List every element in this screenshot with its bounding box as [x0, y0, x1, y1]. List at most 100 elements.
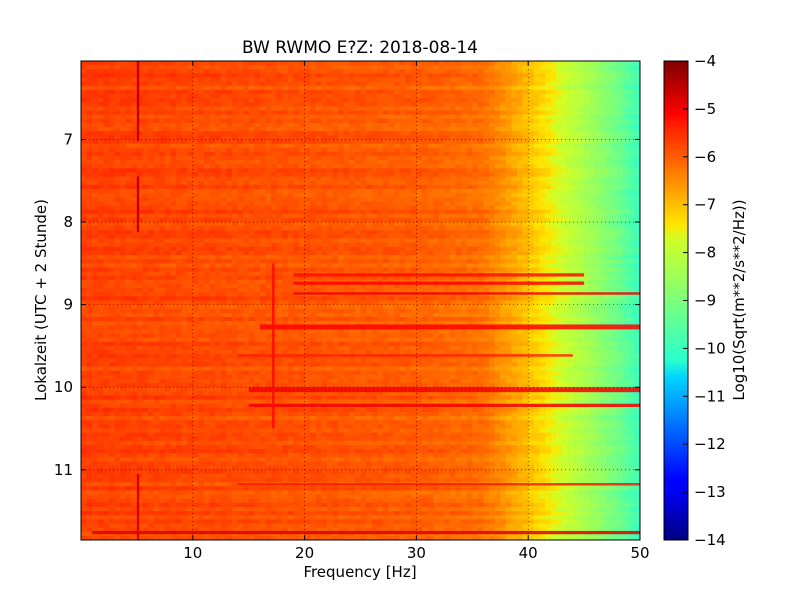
- heatmap-cell: [600, 69, 608, 74]
- heatmap-cell: [421, 160, 429, 165]
- heatmap-cell: [433, 184, 440, 190]
- heatmap-cell: [181, 69, 188, 74]
- heatmap-cell: [612, 205, 619, 211]
- heatmap-cell: [511, 61, 518, 66]
- heatmap-cell: [461, 155, 468, 161]
- heatmap-cell: [243, 110, 250, 116]
- heatmap-cell: [589, 234, 596, 240]
- heatmap-cell: [310, 143, 317, 149]
- heatmap-cell: [623, 143, 630, 149]
- heatmap-cell: [287, 61, 295, 66]
- heatmap-cell: [349, 238, 356, 244]
- heatmap-cell: [567, 250, 574, 256]
- heatmap-cell: [338, 81, 345, 87]
- heatmap-cell: [310, 168, 317, 174]
- heatmap-cell: [299, 180, 306, 186]
- heatmap-cell: [326, 213, 334, 219]
- heatmap-cell: [282, 61, 289, 66]
- heatmap-cell: [243, 131, 250, 136]
- heatmap-cell: [382, 77, 390, 83]
- heatmap-cell: [589, 209, 596, 215]
- heatmap-cell: [544, 189, 552, 194]
- heatmap-cell: [114, 61, 121, 66]
- heatmap-cell: [606, 151, 613, 157]
- heatmap-cell: [371, 102, 378, 108]
- heatmap-cell: [595, 110, 602, 116]
- heatmap-cell: [192, 102, 199, 108]
- heatmap-cell: [466, 102, 473, 108]
- heatmap-cell: [600, 81, 608, 87]
- heatmap-cell: [81, 263, 88, 269]
- heatmap-cell: [243, 81, 250, 87]
- heatmap-cell: [572, 189, 580, 194]
- heatmap-cell: [567, 77, 574, 83]
- heatmap-cell: [511, 89, 518, 95]
- heatmap-cell: [421, 226, 429, 231]
- heatmap-cell: [466, 106, 473, 112]
- heatmap-cell: [612, 172, 619, 178]
- heatmap-cell: [187, 164, 194, 169]
- heatmap-cell: [371, 114, 378, 120]
- heatmap-cell: [634, 193, 640, 198]
- heatmap-cell: [220, 122, 227, 128]
- heatmap-cell: [237, 77, 244, 83]
- heatmap-cell: [299, 160, 306, 165]
- heatmap-cell: [595, 131, 602, 136]
- heatmap-cell: [612, 230, 619, 236]
- heatmap-cell: [500, 147, 507, 153]
- heatmap-cell: [505, 230, 513, 236]
- heatmap-cell: [125, 94, 132, 99]
- heatmap-cell: [511, 209, 518, 215]
- heatmap-cell: [187, 65, 194, 70]
- heatmap-cell: [203, 114, 211, 120]
- heatmap-cell: [299, 242, 306, 248]
- heatmap-cell: [215, 180, 222, 186]
- heatmap-cell: [517, 226, 524, 231]
- heatmap-cell: [377, 168, 384, 174]
- heatmap-cell: [170, 172, 177, 178]
- heatmap-cell: [444, 94, 451, 99]
- heatmap-cell: [237, 139, 244, 145]
- heatmap-cell: [438, 217, 445, 223]
- heatmap-cell: [511, 184, 518, 190]
- heatmap-cell: [522, 155, 529, 161]
- heatmap-cell: [153, 172, 160, 178]
- heatmap-cell: [472, 118, 479, 124]
- heatmap-cell: [248, 230, 255, 236]
- heatmap-cell: [366, 234, 373, 240]
- heatmap-cell: [377, 127, 384, 132]
- heatmap-cell: [248, 160, 255, 165]
- heatmap-cell: [97, 81, 104, 87]
- heatmap-cell: [444, 222, 451, 227]
- heatmap-cell: [449, 131, 457, 136]
- heatmap-cell: [539, 201, 546, 207]
- heatmap-cell: [483, 259, 490, 264]
- heatmap-cell: [438, 226, 445, 231]
- heatmap-cell: [349, 176, 356, 182]
- heatmap-cell: [315, 230, 322, 236]
- heatmap-cell: [343, 127, 350, 132]
- heatmap-cell: [103, 151, 110, 157]
- heatmap-cell: [617, 176, 624, 182]
- heatmap-cell: [399, 176, 406, 182]
- heatmap-cell: [595, 98, 602, 103]
- heatmap-cell: [349, 246, 356, 252]
- heatmap-cell: [628, 139, 636, 145]
- heatmap-cell: [528, 259, 535, 264]
- heatmap-cell: [477, 176, 485, 182]
- heatmap-cell: [125, 213, 132, 219]
- heatmap-cell: [600, 201, 608, 207]
- heatmap-cell: [595, 172, 602, 178]
- heatmap-cell: [259, 246, 267, 252]
- heatmap-cell: [600, 98, 608, 103]
- heatmap-cell: [623, 226, 630, 231]
- heatmap-cell: [215, 127, 222, 132]
- heatmap-cell: [282, 242, 289, 248]
- heatmap-cell: [187, 193, 194, 198]
- heatmap-cell: [315, 114, 322, 120]
- heatmap-cell: [399, 209, 406, 215]
- heatmap-cell: [394, 189, 401, 194]
- heatmap-cell: [153, 73, 160, 79]
- heatmap-cell: [522, 135, 529, 141]
- heatmap-cell: [567, 155, 574, 161]
